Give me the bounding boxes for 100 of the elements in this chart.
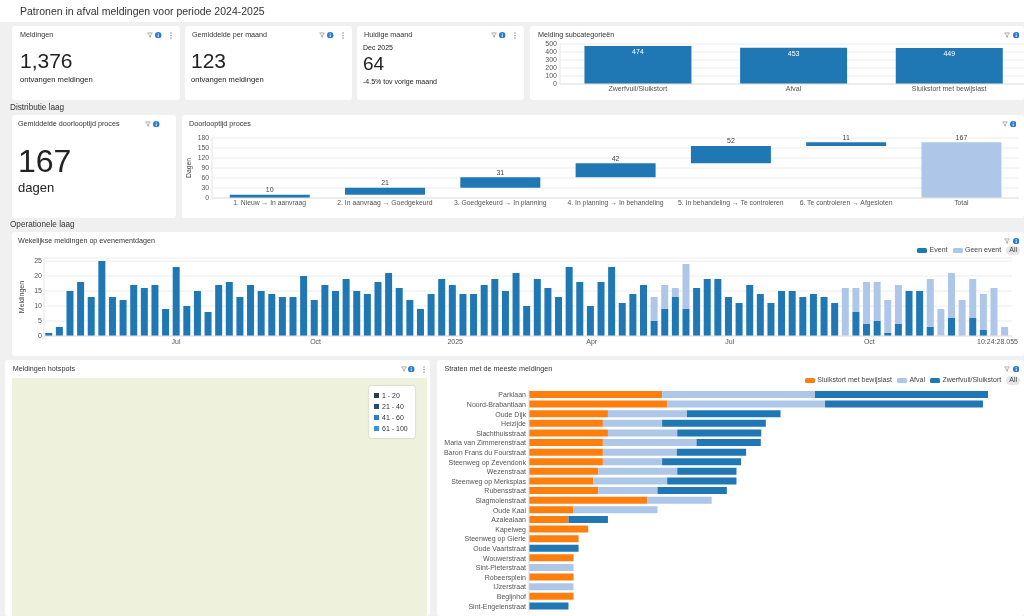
bar (529, 583, 574, 591)
bar (852, 288, 860, 312)
bar (618, 303, 626, 336)
bar (345, 187, 426, 195)
bar (841, 288, 849, 336)
bar (529, 448, 603, 456)
bar (598, 467, 678, 475)
text: dagen (18, 180, 55, 196)
bar (894, 285, 902, 324)
text: 1,376 (20, 48, 73, 74)
bar (529, 592, 574, 600)
bar (662, 391, 815, 398)
bar (948, 273, 955, 318)
bar (529, 554, 574, 562)
bar (470, 294, 478, 336)
bar (806, 142, 887, 146)
bar (608, 267, 616, 336)
bar (438, 279, 446, 336)
bar (204, 312, 212, 336)
bar (529, 419, 603, 427)
bar (416, 309, 424, 336)
bar (863, 282, 871, 324)
bar (236, 297, 244, 336)
bar (529, 544, 579, 552)
bar (778, 291, 786, 336)
text: Patronen in afval meldingen voor periode 2024-2025 (20, 4, 265, 18)
bar (831, 303, 839, 336)
bar (677, 467, 737, 475)
bar (529, 391, 663, 398)
bar (385, 273, 393, 336)
bar (108, 297, 116, 336)
bar (696, 439, 761, 447)
bar (661, 285, 669, 309)
bar (140, 288, 148, 336)
bar (756, 294, 764, 336)
bar (300, 276, 308, 336)
bar (66, 291, 74, 336)
bar (990, 288, 998, 336)
bar (555, 297, 563, 336)
bar (661, 309, 669, 336)
bar (406, 300, 414, 336)
bar (735, 303, 743, 336)
bar (98, 261, 106, 336)
bar (529, 506, 574, 514)
bar (682, 264, 690, 309)
bar (501, 291, 509, 336)
bar (969, 318, 977, 336)
bar (529, 525, 589, 533)
bar (640, 285, 647, 336)
bar (573, 506, 658, 514)
text: Distributie laag (10, 102, 65, 113)
bar (529, 467, 599, 475)
bar (714, 279, 722, 336)
bar (916, 291, 924, 336)
bar (523, 306, 531, 336)
text: 123 (191, 48, 227, 74)
bar (852, 312, 860, 336)
bar (788, 291, 796, 336)
bar (647, 496, 712, 504)
bar (544, 288, 552, 336)
bar (724, 297, 732, 336)
bar (809, 294, 817, 336)
bar (491, 279, 499, 336)
bar (607, 429, 678, 437)
bar (512, 273, 520, 336)
bar (395, 288, 403, 336)
bar (374, 282, 382, 336)
bar (332, 291, 339, 336)
bar (529, 535, 579, 543)
bar (289, 297, 297, 336)
bar (602, 458, 663, 466)
bar (529, 439, 603, 447)
bar (693, 288, 701, 336)
bar (427, 294, 435, 336)
bar (607, 410, 687, 418)
bar (448, 285, 456, 336)
bar (703, 279, 711, 336)
bar (586, 306, 594, 336)
bar (948, 318, 955, 336)
bar (529, 563, 574, 571)
bar (363, 294, 371, 336)
bar (825, 400, 983, 408)
bar (533, 279, 541, 336)
bar (650, 321, 658, 336)
bar (172, 267, 180, 336)
bar (575, 163, 656, 178)
bar (529, 496, 648, 504)
bar (682, 309, 690, 336)
bar (676, 448, 747, 456)
bar (162, 309, 170, 336)
bar (662, 458, 742, 466)
bar (529, 573, 574, 581)
bar (671, 297, 679, 336)
bar (905, 291, 913, 336)
bar (926, 279, 934, 327)
bar (629, 294, 637, 336)
bar (278, 297, 286, 336)
bar (151, 285, 159, 336)
bar (529, 602, 569, 610)
bar (894, 324, 902, 336)
